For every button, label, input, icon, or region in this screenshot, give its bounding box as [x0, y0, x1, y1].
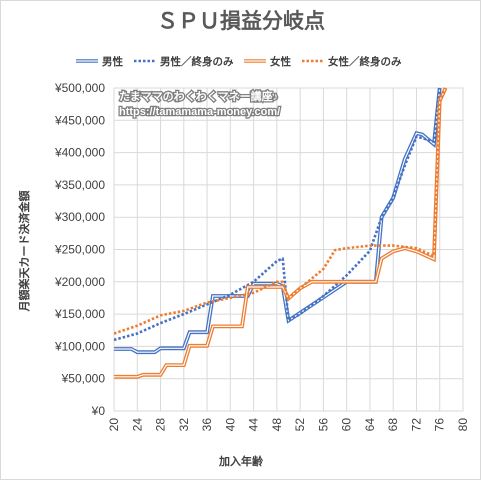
x-tick-label: 28	[154, 418, 168, 432]
series-line-2	[114, 87, 441, 342]
y-axis-label: 月額楽天カード決済金額	[17, 191, 31, 313]
x-tick-label: 36	[200, 418, 214, 432]
legend: 男性 男性／終身のみ 女性 女性／終身のみ	[76, 55, 402, 68]
x-tick-label: 52	[293, 418, 307, 432]
y-tick-label: ¥500,000	[54, 81, 105, 95]
legend-label-female: 女性	[270, 55, 291, 68]
plot-area-border	[113, 87, 464, 412]
y-tick-label: ¥300,000	[54, 210, 105, 224]
x-tick-label: 48	[270, 418, 284, 432]
x-tick-label: 56	[316, 418, 330, 432]
x-tick-label: 40	[223, 418, 237, 432]
legend-label-female-whole-life: 女性／終身のみ	[328, 55, 402, 68]
y-tick-label: ¥450,000	[54, 113, 105, 127]
x-tick-label: 80	[456, 418, 470, 432]
y-tick-label: ¥100,000	[54, 339, 105, 353]
legend-label-male-whole-life: 男性／終身のみ	[160, 55, 234, 68]
x-axis-label: 加入年齢	[218, 454, 264, 468]
x-tick-label: 60	[340, 418, 354, 432]
x-axis-ticks: 20 24 28 32 36 40 44 48 52 56 60 64 68 72 76 80	[107, 418, 470, 432]
watermark: たまママのわくわくマネー講座♪ https://tamamama-money.c…	[118, 88, 282, 120]
legend-item-male: 男性	[76, 55, 123, 68]
series-line-3	[114, 87, 448, 379]
legend-item-female: 女性	[244, 55, 291, 68]
watermark-title: たまママのわくわくマネー講座♪	[119, 89, 278, 103]
y-tick-label: ¥400,000	[54, 146, 105, 160]
y-tick-label: ¥200,000	[54, 275, 105, 289]
x-tick-label: 32	[177, 418, 191, 432]
x-tick-label: 20	[107, 418, 121, 432]
watermark-url: https://tamamama-money.com/	[119, 106, 280, 118]
y-tick-label: ¥150,000	[54, 307, 105, 321]
y-tick-label: ¥50,000	[61, 372, 106, 386]
x-tick-label: 68	[386, 418, 400, 432]
legend-item-male-whole-life: 男性／終身のみ	[134, 55, 234, 68]
x-tick-label: 24	[130, 418, 144, 432]
y-tick-label: ¥0	[91, 404, 106, 418]
y-tick-label: ¥350,000	[54, 178, 105, 192]
series-line-4	[114, 87, 447, 335]
series-line-3-inner	[114, 87, 447, 378]
legend-label-male: 男性	[102, 55, 123, 68]
legend-item-female-whole-life: 女性／終身のみ	[302, 55, 402, 68]
x-tick-label: 76	[433, 418, 447, 432]
series-group	[114, 87, 448, 379]
x-tick-label: 72	[409, 418, 423, 432]
y-axis-ticks: ¥0 ¥50,000 ¥100,000 ¥150,000 ¥200,000 ¥250,00…	[54, 81, 105, 418]
chart-title: ＳＰＵ損益分岐点	[157, 9, 325, 33]
x-tick-label: 64	[363, 418, 377, 432]
y-tick-label: ¥250,000	[54, 243, 105, 257]
x-tick-label: 44	[247, 418, 261, 432]
